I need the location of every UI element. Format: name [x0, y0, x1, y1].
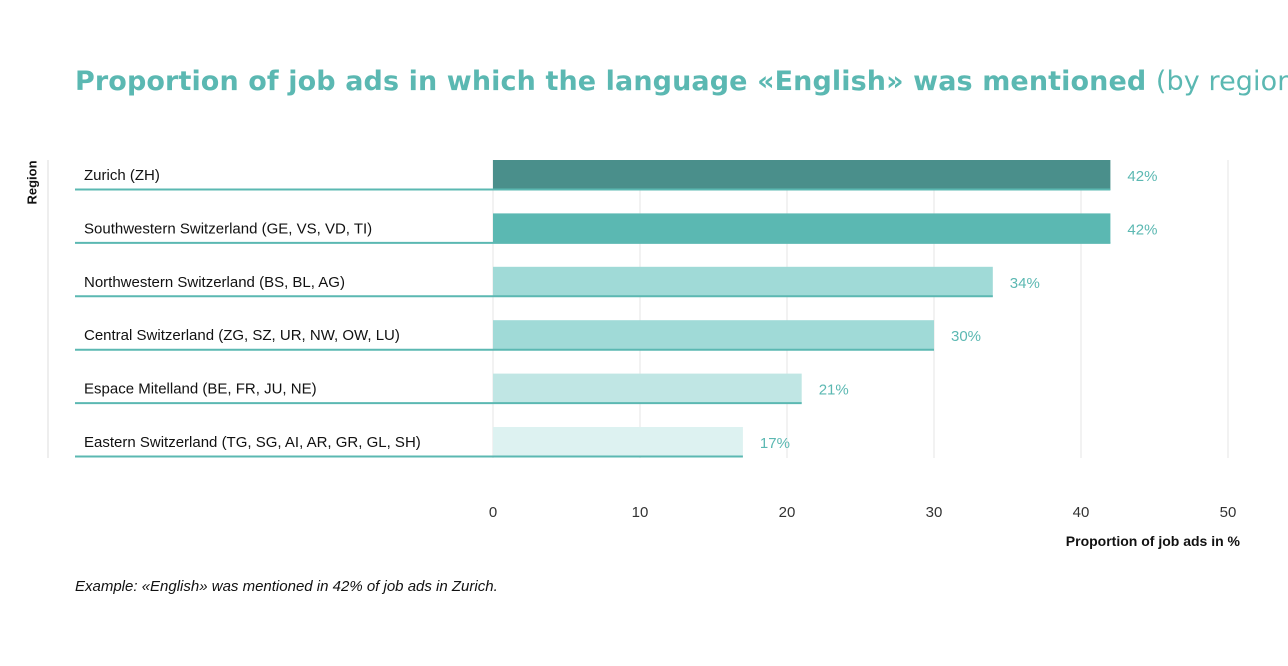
bar [493, 373, 802, 404]
category-label: Central Switzerland (ZG, SZ, UR, NW, OW,… [84, 327, 400, 344]
value-label: 17% [760, 435, 790, 452]
category-label: Eastern Switzerland (TG, SG, AI, AR, GR,… [84, 434, 421, 451]
chart-title-sub: (by region) [1155, 66, 1288, 97]
x-tick-label: 20 [779, 504, 796, 521]
category-label: Northwestern Switzerland (BS, BL, AG) [84, 274, 345, 291]
y-axis-title: Region [18, 146, 46, 218]
bar [493, 427, 743, 457]
x-axis-title: Proportion of job ads in % [1065, 533, 1240, 549]
x-tick-label: 30 [926, 504, 943, 521]
value-label: 34% [1010, 275, 1040, 292]
footnote: Example: «English» was mentioned in 42% … [75, 578, 498, 595]
bar [493, 213, 1111, 244]
value-label: 42% [1127, 168, 1157, 185]
category-label: Espace Mitelland (BE, FR, JU, NE) [84, 381, 317, 398]
value-label: 42% [1127, 221, 1157, 238]
x-tick-label: 50 [1220, 504, 1237, 521]
category-label: Zurich (ZH) [84, 167, 160, 184]
bar [493, 160, 1111, 190]
chart-title-main: Proportion of job ads in which the langu… [75, 66, 1147, 97]
bar [493, 266, 993, 297]
x-tick-label: 0 [489, 504, 497, 521]
chart-title: Proportion of job ads in which the langu… [75, 62, 1288, 102]
category-label: Southwestern Switzerland (GE, VS, VD, TI… [84, 220, 372, 237]
x-tick-label: 40 [1073, 504, 1090, 521]
bar [493, 320, 934, 351]
y-axis-title-text: Region [24, 159, 40, 205]
value-label: 30% [951, 328, 981, 345]
x-tick-label: 10 [632, 504, 649, 521]
value-label: 21% [819, 382, 849, 399]
